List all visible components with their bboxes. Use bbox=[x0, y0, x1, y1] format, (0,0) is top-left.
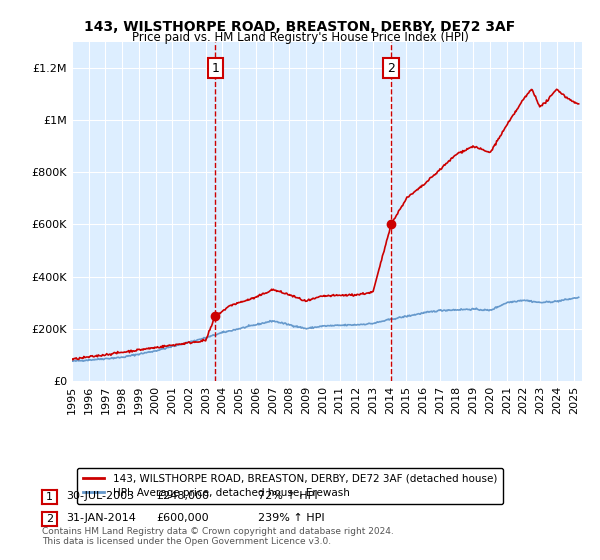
Text: 2: 2 bbox=[387, 62, 395, 74]
Text: 31-JAN-2014: 31-JAN-2014 bbox=[66, 513, 136, 523]
Text: 30-JUL-2003: 30-JUL-2003 bbox=[66, 491, 134, 501]
Text: 72% ↑ HPI: 72% ↑ HPI bbox=[258, 491, 317, 501]
Legend: 143, WILSTHORPE ROAD, BREASTON, DERBY, DE72 3AF (detached house), HPI: Average p: 143, WILSTHORPE ROAD, BREASTON, DERBY, D… bbox=[77, 468, 503, 505]
Text: Contains HM Land Registry data © Crown copyright and database right 2024.
This d: Contains HM Land Registry data © Crown c… bbox=[42, 526, 394, 546]
Text: 143, WILSTHORPE ROAD, BREASTON, DERBY, DE72 3AF: 143, WILSTHORPE ROAD, BREASTON, DERBY, D… bbox=[85, 20, 515, 34]
Text: £248,000: £248,000 bbox=[156, 491, 209, 501]
Text: £600,000: £600,000 bbox=[156, 513, 209, 523]
Text: 1: 1 bbox=[46, 492, 53, 502]
Text: 1: 1 bbox=[211, 62, 219, 74]
Text: 2: 2 bbox=[46, 515, 53, 524]
Text: 239% ↑ HPI: 239% ↑ HPI bbox=[258, 513, 325, 523]
Text: Price paid vs. HM Land Registry's House Price Index (HPI): Price paid vs. HM Land Registry's House … bbox=[131, 31, 469, 44]
